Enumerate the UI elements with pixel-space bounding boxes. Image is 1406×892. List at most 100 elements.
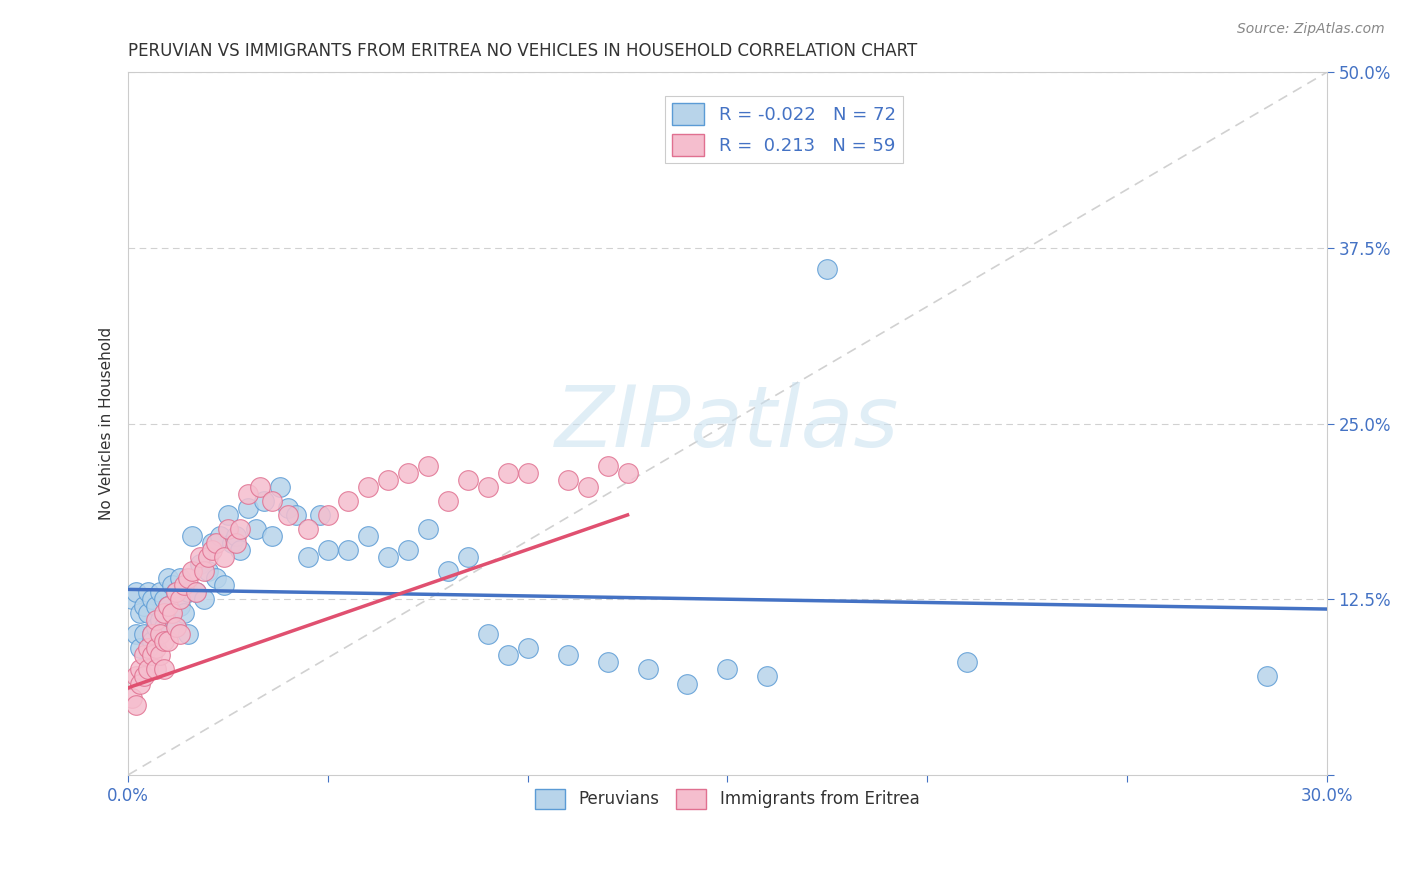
Point xyxy=(129,641,152,656)
Point xyxy=(121,592,143,607)
Point xyxy=(157,599,180,614)
Point xyxy=(756,669,779,683)
Point xyxy=(136,641,159,656)
Point xyxy=(225,529,247,543)
Point xyxy=(217,522,239,536)
Point xyxy=(496,648,519,663)
Point xyxy=(229,522,252,536)
Point xyxy=(205,536,228,550)
Point xyxy=(129,663,152,677)
Point xyxy=(477,627,499,641)
Point xyxy=(212,578,235,592)
Point xyxy=(197,564,219,578)
Point xyxy=(209,529,232,543)
Point xyxy=(181,564,204,578)
Point xyxy=(134,669,156,683)
Point xyxy=(165,620,187,634)
Point xyxy=(616,466,638,480)
Point xyxy=(596,656,619,670)
Y-axis label: No Vehicles in Household: No Vehicles in Household xyxy=(100,327,114,520)
Point xyxy=(157,599,180,614)
Point xyxy=(153,663,176,677)
Point xyxy=(186,585,208,599)
Point xyxy=(134,627,156,641)
Point xyxy=(160,607,183,621)
Point xyxy=(141,634,163,648)
Point xyxy=(285,508,308,522)
Point xyxy=(396,543,419,558)
Point xyxy=(193,564,215,578)
Point xyxy=(496,466,519,480)
Point xyxy=(169,571,191,585)
Point xyxy=(557,473,579,487)
Point xyxy=(134,648,156,663)
Point xyxy=(396,466,419,480)
Point xyxy=(145,641,167,656)
Point xyxy=(149,648,172,663)
Point xyxy=(145,613,167,627)
Point xyxy=(177,627,200,641)
Point xyxy=(336,543,359,558)
Point xyxy=(145,663,167,677)
Point xyxy=(177,571,200,585)
Point xyxy=(125,669,148,683)
Point xyxy=(177,585,200,599)
Point xyxy=(129,607,152,621)
Point xyxy=(197,550,219,565)
Point xyxy=(416,522,439,536)
Point xyxy=(576,480,599,494)
Point xyxy=(136,663,159,677)
Point xyxy=(457,473,479,487)
Point xyxy=(205,571,228,585)
Point xyxy=(956,656,979,670)
Point xyxy=(160,578,183,592)
Point xyxy=(357,480,380,494)
Point xyxy=(136,607,159,621)
Point xyxy=(596,458,619,473)
Point xyxy=(477,480,499,494)
Point xyxy=(141,592,163,607)
Point xyxy=(188,550,211,565)
Point xyxy=(416,458,439,473)
Point xyxy=(316,508,339,522)
Point xyxy=(145,620,167,634)
Point xyxy=(157,634,180,648)
Point xyxy=(557,648,579,663)
Point xyxy=(221,536,243,550)
Point xyxy=(277,508,299,522)
Point xyxy=(217,508,239,522)
Point xyxy=(249,480,271,494)
Point xyxy=(377,550,399,565)
Point xyxy=(165,585,187,599)
Point xyxy=(141,627,163,641)
Point xyxy=(1256,669,1278,683)
Point xyxy=(260,529,283,543)
Point xyxy=(125,585,148,599)
Point xyxy=(201,543,224,558)
Point xyxy=(260,494,283,508)
Point xyxy=(157,571,180,585)
Point xyxy=(637,663,659,677)
Point xyxy=(169,599,191,614)
Text: Source: ZipAtlas.com: Source: ZipAtlas.com xyxy=(1237,22,1385,37)
Point xyxy=(188,557,211,571)
Point xyxy=(121,690,143,705)
Point xyxy=(457,550,479,565)
Point xyxy=(229,543,252,558)
Point xyxy=(149,585,172,599)
Point xyxy=(377,473,399,487)
Point xyxy=(149,627,172,641)
Point xyxy=(125,627,148,641)
Legend: Peruvians, Immigrants from Eritrea: Peruvians, Immigrants from Eritrea xyxy=(529,782,927,815)
Point xyxy=(169,627,191,641)
Point xyxy=(134,599,156,614)
Point xyxy=(316,543,339,558)
Point xyxy=(212,550,235,565)
Point xyxy=(676,676,699,690)
Point xyxy=(149,613,172,627)
Point xyxy=(245,522,267,536)
Point xyxy=(169,592,191,607)
Point xyxy=(153,592,176,607)
Point xyxy=(186,585,208,599)
Point xyxy=(153,620,176,634)
